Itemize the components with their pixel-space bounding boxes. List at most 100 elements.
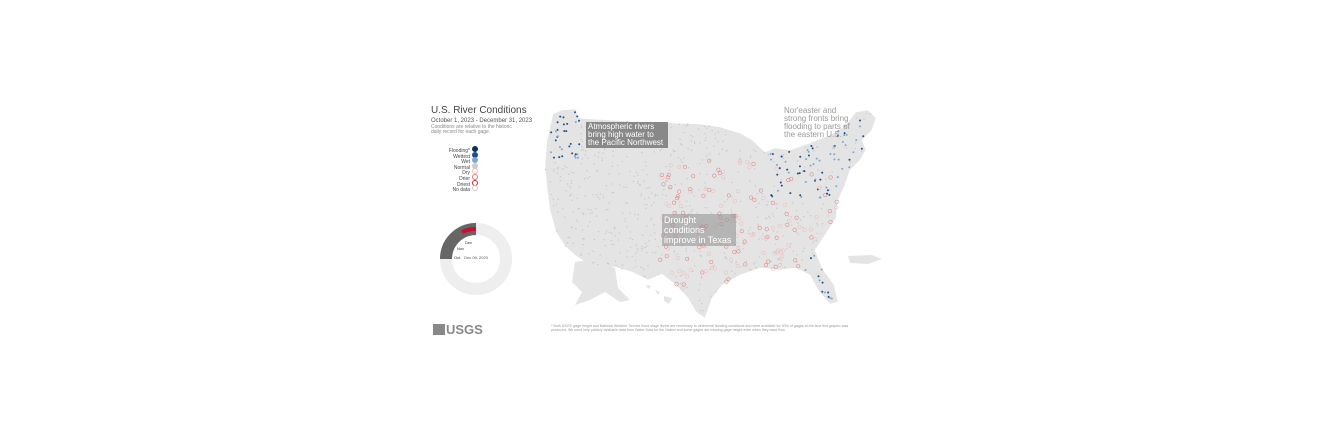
gage [816,224,819,226]
gage [607,263,610,265]
gage [677,268,682,273]
gage [863,118,865,120]
gage [629,237,632,239]
gage [741,265,744,268]
gage [643,275,646,278]
gage [641,249,643,251]
gage [749,269,751,271]
gage [717,140,719,143]
gage [730,209,732,211]
gage [705,155,707,157]
gage [592,250,594,253]
gage [748,195,753,200]
gage [780,184,783,187]
gage [653,201,655,204]
gage [743,262,748,267]
gage [841,167,844,170]
gage [639,183,641,186]
gage [705,207,708,209]
gage [593,261,595,263]
gage [755,267,757,269]
gage [766,259,771,264]
gage [763,263,768,268]
gage [564,245,567,247]
gage [615,264,617,267]
gage [635,265,638,267]
gage [809,227,814,232]
gage [757,226,762,231]
gage [765,235,770,240]
gage [789,246,791,249]
legend-swatch [472,179,478,186]
gage [736,216,741,221]
gage [605,185,608,187]
gage [837,158,840,161]
gage [623,186,625,188]
gage [659,172,664,178]
gage [626,120,628,122]
gage [612,162,614,164]
dial-flood [461,227,477,234]
gage [679,201,681,203]
gage [704,269,709,274]
gage [572,172,575,174]
gage [644,246,646,249]
gage [621,267,623,270]
gage [664,180,667,182]
gage [816,222,818,225]
gage [778,167,781,170]
gage [576,115,579,118]
gage [692,136,694,138]
gage [674,212,676,214]
gage [787,171,790,174]
gage [718,153,721,155]
gage [611,232,613,234]
gage [723,201,726,203]
gage [645,207,647,210]
gage [685,256,690,261]
legend-label: Normal [453,164,470,171]
gage [771,212,773,215]
gage [709,268,711,271]
gage [712,173,717,178]
alaska [572,258,630,305]
dial-month: Nov [457,246,464,251]
gage [605,232,607,234]
gage [714,137,716,140]
gage [813,254,816,257]
puerto-rico [848,255,882,264]
gage [721,175,726,180]
gage [747,229,750,232]
gage [772,251,777,256]
gage [602,194,604,196]
logo-text: USGS [446,322,483,337]
gage [757,223,759,225]
gage [577,119,580,122]
gage [650,192,653,194]
gage [766,204,769,206]
gage [747,165,752,170]
gage [735,189,741,194]
gage [691,208,694,211]
gage [790,216,792,218]
gage [560,148,563,151]
gage [698,289,700,291]
gage [745,159,750,165]
gage [749,232,754,237]
gage [553,168,555,170]
gage [711,265,714,267]
gage [776,173,779,176]
gage [756,192,759,195]
gage [810,144,813,147]
gage [707,158,712,163]
gage [587,208,589,211]
gage [843,134,846,137]
gage [809,164,812,167]
gage [574,111,577,114]
gage [799,194,802,197]
gage [657,245,660,248]
gage [803,216,805,218]
gage [763,152,765,154]
gage [644,204,646,206]
gage [666,180,669,182]
